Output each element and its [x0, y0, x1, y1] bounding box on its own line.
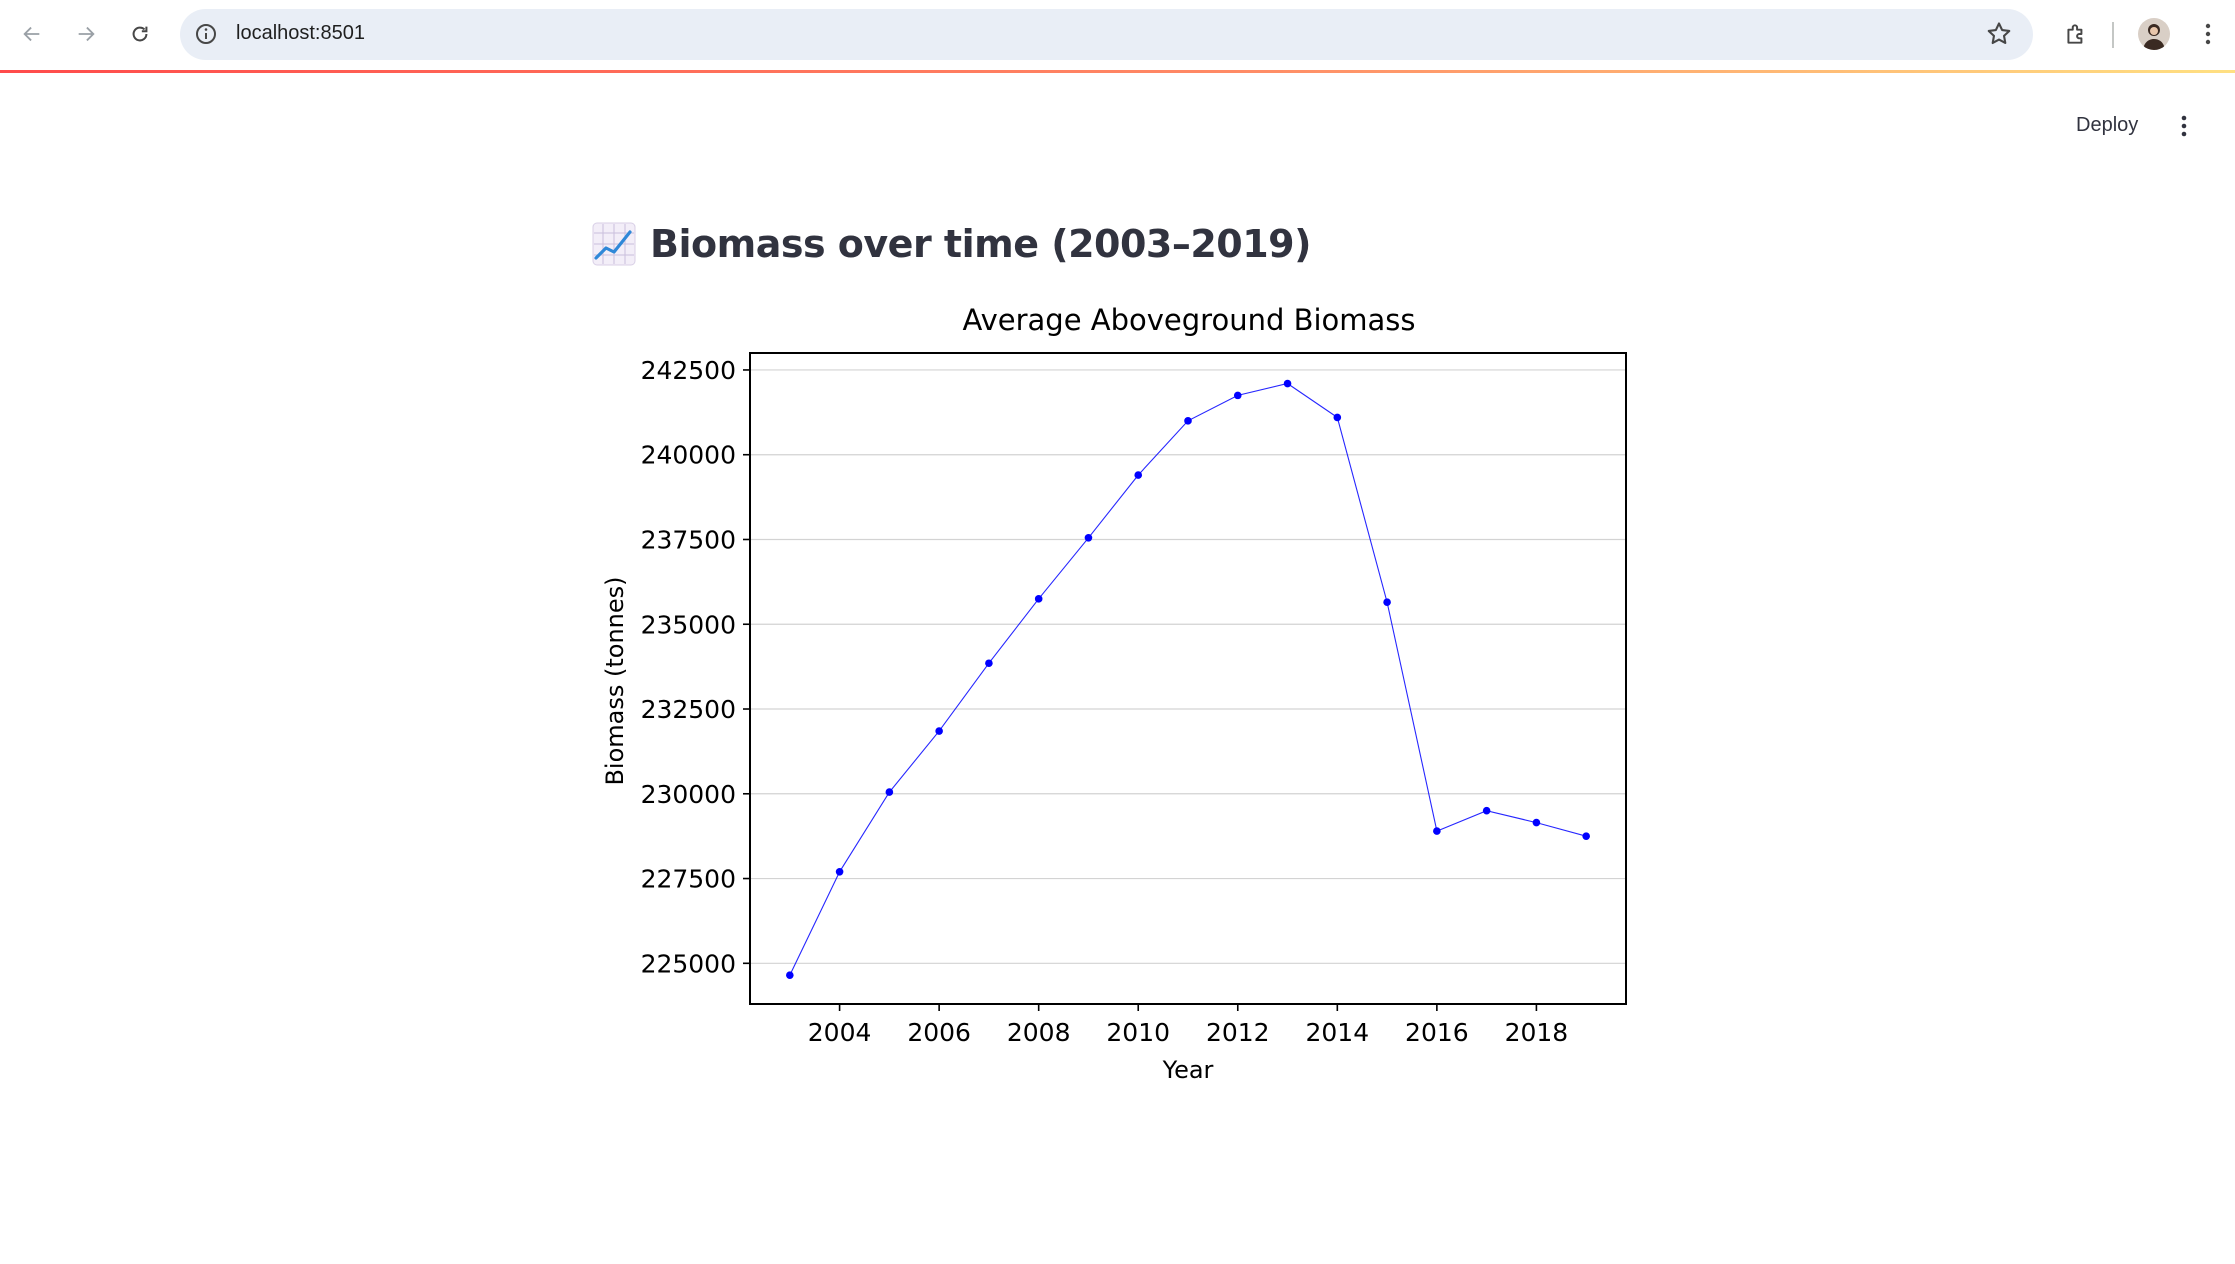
forward-button[interactable]: [66, 14, 106, 54]
data-point: [786, 971, 794, 979]
gridlines: [750, 369, 1626, 964]
data-point: [1084, 533, 1093, 542]
x-tick-label: 2012: [1206, 1018, 1270, 1047]
site-info-icon[interactable]: [194, 22, 218, 46]
y-tick-label: 235000: [641, 610, 736, 639]
x-axis-label: Year: [1162, 1056, 1214, 1084]
url-text[interactable]: localhost:8501: [236, 22, 365, 44]
app-menu-button[interactable]: [2170, 110, 2198, 142]
y-axis-label: Biomass (tonnes): [601, 576, 629, 785]
y-tick-label: 240000: [641, 441, 736, 470]
browser-menu-button[interactable]: [2188, 14, 2228, 54]
puzzle-piece-icon: [2067, 24, 2083, 44]
y-tick-label: 242500: [641, 356, 736, 385]
page-title-row: Biomass over time (2003–2019): [592, 222, 1311, 266]
data-point: [1532, 818, 1541, 827]
x-tick-label: 2004: [808, 1018, 872, 1047]
y-tick-label: 225000: [641, 949, 736, 978]
x-tick-label: 2014: [1306, 1018, 1370, 1047]
data-point: [1333, 413, 1342, 422]
data-point: [1482, 806, 1491, 815]
more-vertical-icon: [2181, 115, 2187, 137]
streamlit-decoration-bar: [0, 70, 2235, 73]
x-tick-label: 2008: [1007, 1018, 1071, 1047]
chart-increasing-icon: [592, 222, 636, 266]
browser-toolbar: localhost:8501: [0, 0, 2235, 70]
extensions-button[interactable]: [2056, 14, 2096, 54]
toolbar-divider: [2112, 22, 2114, 48]
series-line: [789, 382, 1587, 976]
data-point: [1233, 391, 1242, 400]
back-button[interactable]: [12, 14, 52, 54]
person-silhouette-icon: [2143, 24, 2165, 50]
address-bar[interactable]: localhost:8501: [180, 9, 2033, 60]
data-point: [885, 788, 894, 796]
profile-avatar[interactable]: [2138, 18, 2170, 50]
data-point: [1134, 471, 1143, 479]
data-point: [835, 867, 844, 876]
y-tick-label: 237500: [641, 525, 736, 554]
plot-frame: [749, 352, 1627, 1005]
axis-ticks: 225000 227500 230000 232500 235000 237500 2400…: [641, 356, 1569, 1047]
data-point: [1383, 598, 1391, 607]
x-tick-label: 2016: [1405, 1018, 1469, 1047]
reload-button[interactable]: [120, 14, 160, 54]
data-point: [985, 659, 993, 668]
deploy-button[interactable]: Deploy: [2076, 114, 2139, 136]
arrow-right-icon: [78, 26, 95, 42]
page-title: Biomass over time (2003–2019): [650, 222, 1311, 266]
y-tick-label: 232500: [641, 695, 736, 724]
data-point: [1034, 595, 1043, 603]
more-vertical-icon: [2205, 23, 2211, 45]
data-point: [935, 727, 943, 735]
bookmark-star-icon[interactable]: [1985, 20, 2013, 48]
reload-icon: [132, 26, 148, 42]
biomass-line-chart: Average Aboveground Biomass 225000 227500…: [601, 303, 1627, 1084]
series-layer: [786, 379, 1590, 979]
x-tick-label: 2010: [1106, 1018, 1170, 1047]
data-point: [1433, 827, 1441, 835]
arrow-left-icon: [23, 26, 40, 42]
data-point: [1283, 379, 1292, 388]
data-point: [1184, 417, 1192, 425]
chart-title: Average Aboveground Biomass: [962, 303, 1415, 337]
x-tick-label: 2006: [907, 1018, 971, 1047]
y-tick-label: 230000: [641, 780, 736, 809]
data-point: [1582, 832, 1590, 840]
y-tick-label: 227500: [641, 865, 736, 894]
x-tick-label: 2018: [1505, 1018, 1569, 1047]
